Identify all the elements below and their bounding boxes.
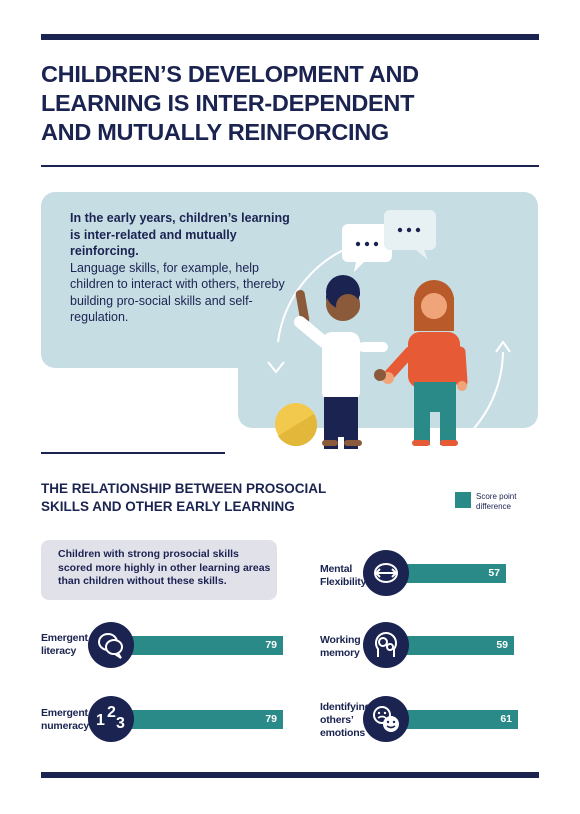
bar-value: 79	[265, 639, 277, 651]
numbers-123-icon: 1 2 3	[88, 696, 134, 742]
metric-label-emergent-literacy: Emergent literacy	[41, 632, 88, 658]
metric-label-working-memory: Working memory	[320, 634, 361, 660]
metric-label-line: Mental	[320, 563, 353, 575]
metric-label-line: Flexibility	[320, 576, 367, 588]
speech-bubble-icon	[342, 224, 392, 272]
icon-glyph: 3	[116, 715, 125, 732]
metric-label-identifying-emotions: Identifying others’ emotions	[320, 701, 371, 740]
child-left-figure	[294, 275, 388, 449]
legend-swatch	[455, 492, 471, 508]
bar-emergent-numeracy: 79	[125, 710, 283, 729]
bar-value: 61	[500, 713, 512, 725]
intro-text: In the early years, children’s learning …	[70, 210, 290, 326]
bar-working-memory: 59	[400, 636, 514, 655]
bar-mental-flexibility: 57	[400, 564, 506, 583]
metric-label-line: Identifying	[320, 701, 371, 713]
metric-label-line: Emergent	[41, 632, 88, 644]
title-divider	[41, 165, 539, 167]
title-line-3: AND MUTUALLY REINFORCING	[41, 119, 389, 145]
ball-icon	[275, 403, 318, 447]
bar-value: 57	[488, 567, 500, 579]
metric-label-line: others’	[320, 714, 354, 726]
page-title: CHILDREN’S DEVELOPMENT AND LEARNING IS I…	[41, 60, 521, 147]
bar-value: 59	[496, 639, 508, 651]
bottom-rule	[41, 772, 539, 778]
children-illustration	[267, 210, 511, 471]
title-line-1: CHILDREN’S DEVELOPMENT AND	[41, 61, 419, 87]
metric-label-mental-flexibility: Mental Flexibility	[320, 563, 366, 589]
speech-bubbles-icon	[88, 622, 134, 668]
icon-glyph: 2	[107, 704, 116, 721]
section-title-line-2: SKILLS AND OTHER EARLY LEARNING	[41, 498, 295, 514]
metric-label-line: Working	[320, 634, 361, 646]
section-title: THE RELATIONSHIP BETWEEN PROSOCIAL SKILL…	[41, 480, 361, 515]
metric-label-line: Emergent	[41, 707, 88, 719]
metric-label-emergent-numeracy: Emergent numeracy	[41, 707, 89, 733]
bar-emergent-literacy: 79	[125, 636, 283, 655]
section-title-line-1: THE RELATIONSHIP BETWEEN PROSOCIAL	[41, 481, 327, 496]
title-line-2: LEARNING IS INTER-DEPENDENT	[41, 90, 415, 116]
metric-label-line: literacy	[41, 645, 77, 657]
metric-label-line: emotions	[320, 727, 366, 739]
head-gears-icon	[363, 622, 409, 668]
icon-glyph: 1	[96, 712, 105, 729]
legend-label: Score point difference	[476, 492, 517, 511]
callout-box	[41, 540, 277, 600]
brain-arrows-icon	[363, 550, 409, 596]
bar-identifying-emotions: 61	[400, 710, 518, 729]
intro-bold-text: In the early years, children’s learning …	[70, 211, 290, 258]
metric-label-line: numeracy	[41, 720, 90, 732]
top-rule	[41, 34, 539, 40]
bar-value: 79	[265, 713, 277, 725]
section-divider	[41, 452, 225, 454]
metric-label-line: memory	[320, 647, 360, 659]
emoji-faces-icon	[363, 696, 409, 742]
speech-bubble-icon-2	[384, 210, 436, 260]
intro-body-text: Language skills, for example, help child…	[70, 260, 285, 325]
child-right-figure	[374, 280, 468, 446]
callout-text: Children with strong prosocial skills sc…	[58, 548, 271, 587]
